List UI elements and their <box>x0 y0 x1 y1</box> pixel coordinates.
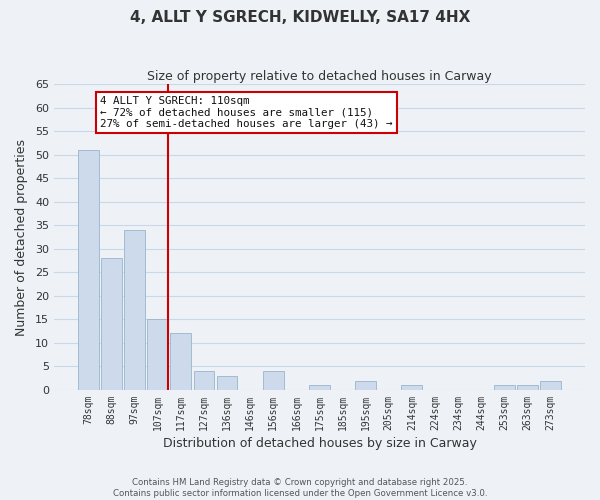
Bar <box>170 334 191 390</box>
Text: 4 ALLT Y SGRECH: 110sqm
← 72% of detached houses are smaller (115)
27% of semi-d: 4 ALLT Y SGRECH: 110sqm ← 72% of detache… <box>100 96 392 129</box>
Bar <box>101 258 122 390</box>
Bar <box>78 150 99 390</box>
Text: Contains HM Land Registry data © Crown copyright and database right 2025.
Contai: Contains HM Land Registry data © Crown c… <box>113 478 487 498</box>
Bar <box>517 385 538 390</box>
Bar <box>263 371 284 390</box>
Bar <box>355 380 376 390</box>
Y-axis label: Number of detached properties: Number of detached properties <box>15 138 28 336</box>
Bar <box>217 376 238 390</box>
Bar <box>540 380 561 390</box>
Bar <box>148 320 168 390</box>
Bar <box>401 385 422 390</box>
Bar <box>309 385 330 390</box>
Bar <box>494 385 515 390</box>
Bar <box>194 371 214 390</box>
Title: Size of property relative to detached houses in Carway: Size of property relative to detached ho… <box>147 70 492 83</box>
Bar <box>124 230 145 390</box>
Text: 4, ALLT Y SGRECH, KIDWELLY, SA17 4HX: 4, ALLT Y SGRECH, KIDWELLY, SA17 4HX <box>130 10 470 25</box>
X-axis label: Distribution of detached houses by size in Carway: Distribution of detached houses by size … <box>163 437 476 450</box>
